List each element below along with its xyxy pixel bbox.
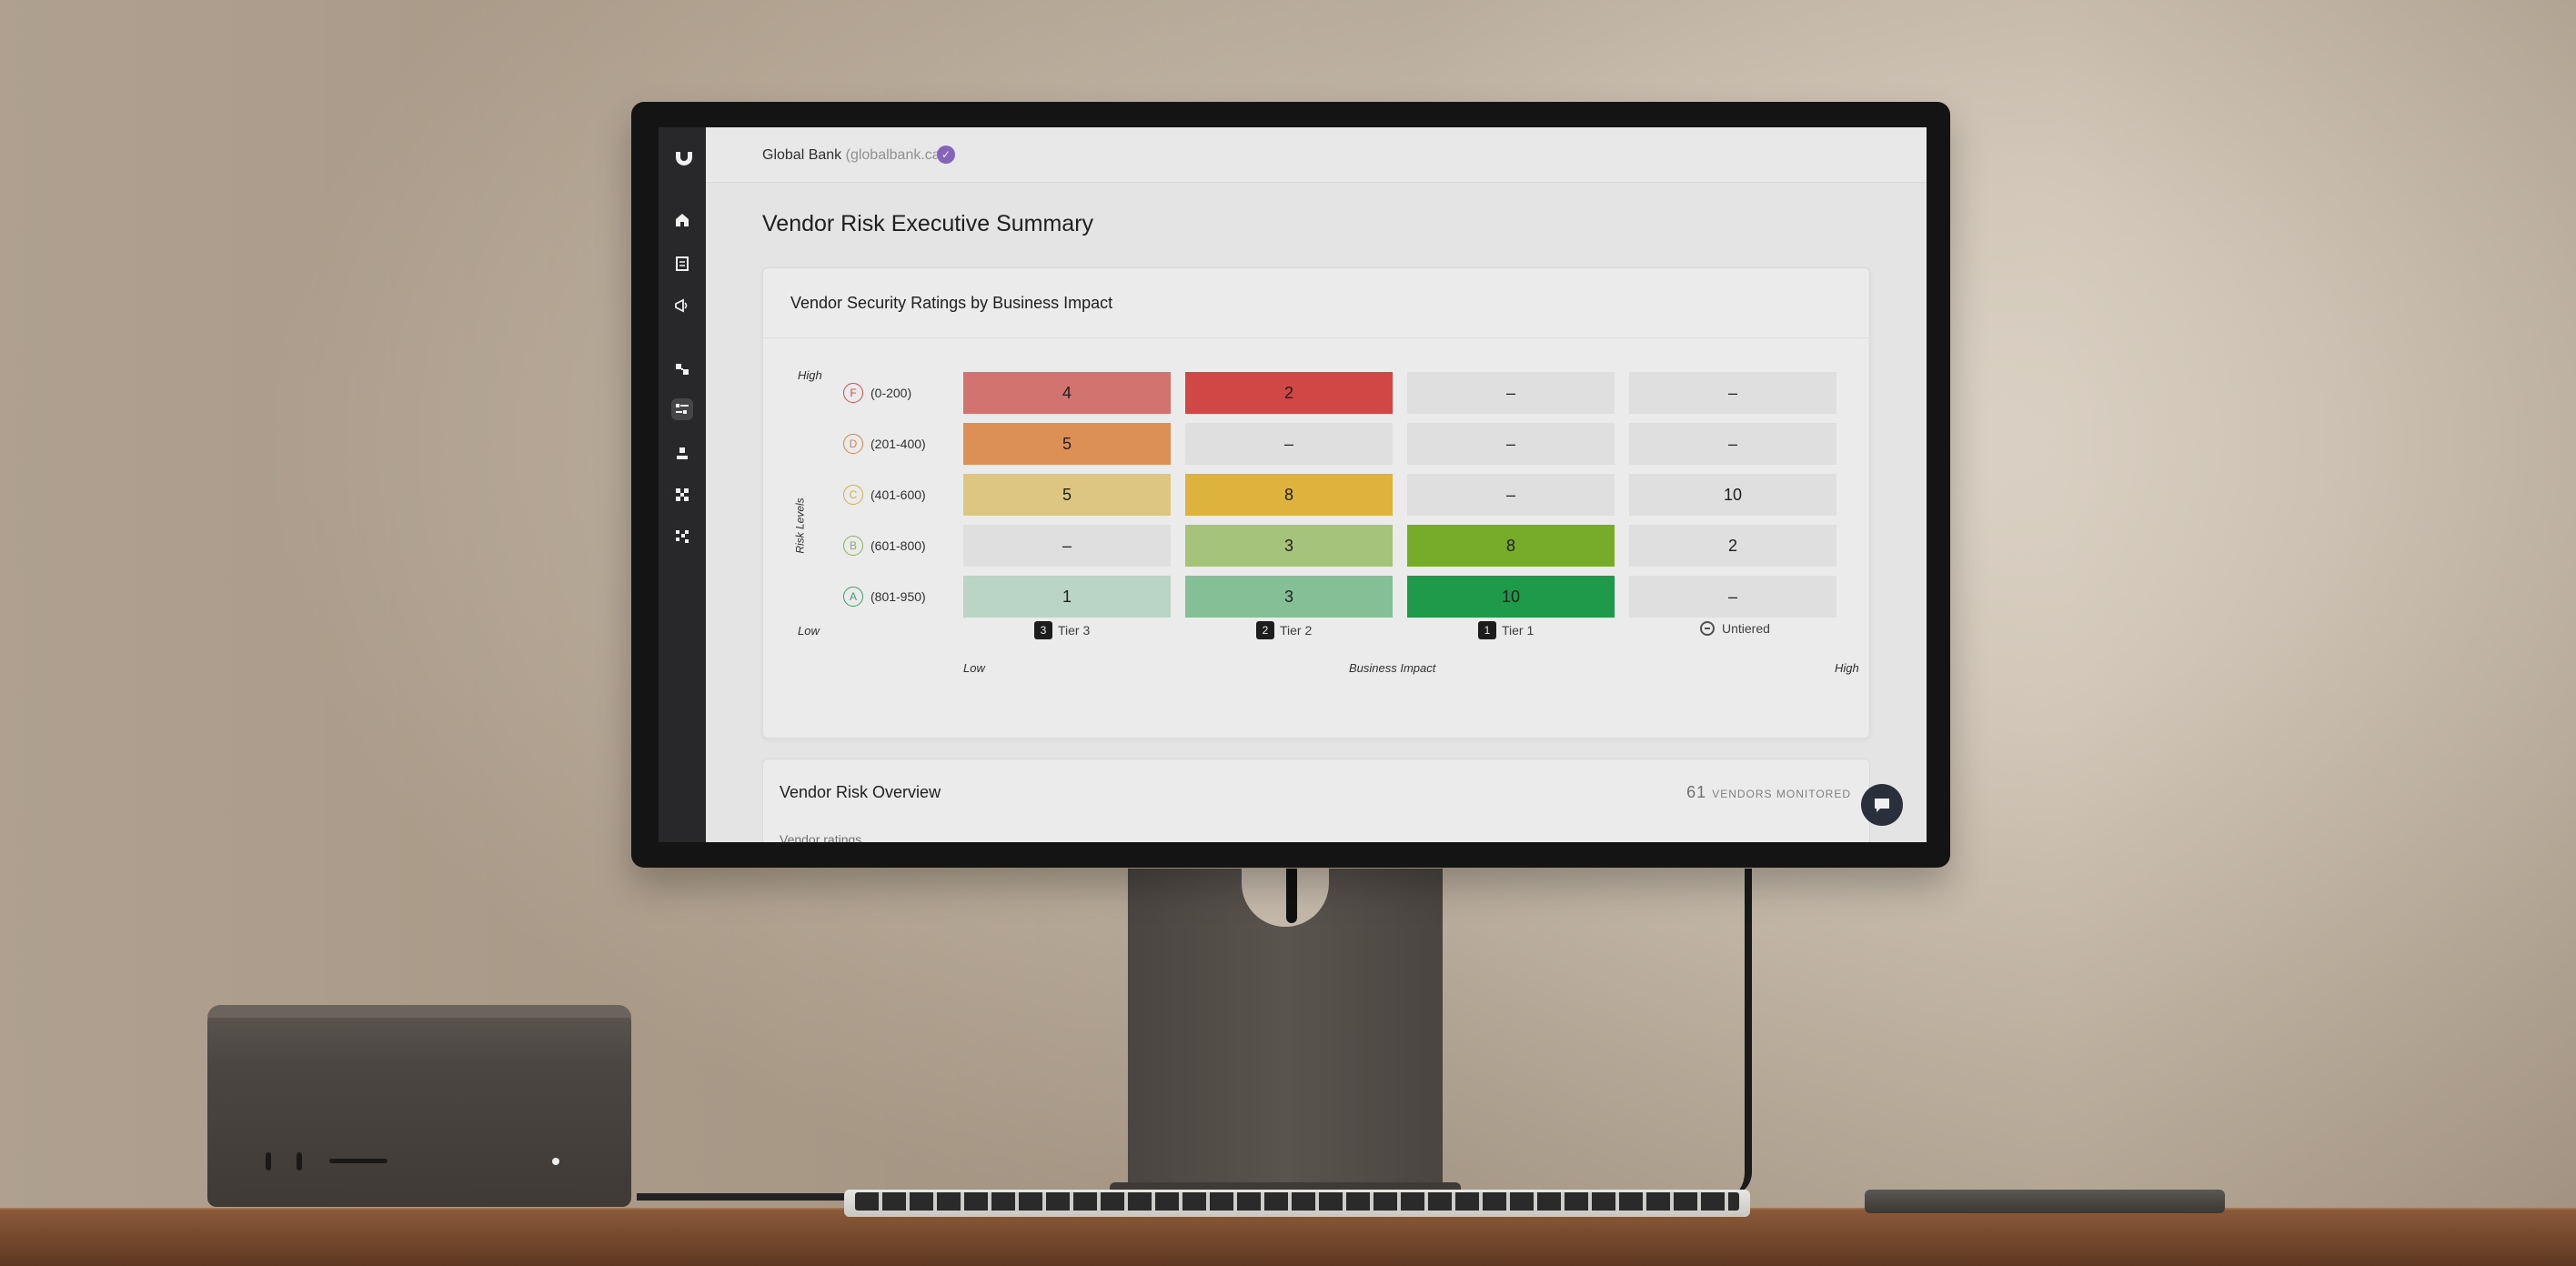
heatmap-cell[interactable]: 2: [1185, 372, 1393, 414]
app-logo-icon[interactable]: [673, 146, 695, 167]
keyboard-keys: [855, 1192, 1739, 1211]
trackpad: [1865, 1190, 2225, 1213]
grade-badge: A: [843, 587, 863, 607]
heatmap-cell[interactable]: –: [1407, 372, 1615, 414]
heatmap-cell[interactable]: –: [1185, 423, 1393, 465]
tier-label: Untiered: [1700, 621, 1770, 636]
vendors-icon[interactable]: [671, 358, 693, 380]
heatmap-cell[interactable]: 3: [1185, 525, 1393, 567]
grid-icon[interactable]: [671, 526, 693, 548]
grade-range: (201-400): [870, 437, 926, 451]
security-ratings-card: Vendor Security Ratings by Business Impa…: [762, 267, 1870, 738]
rating-c: C (401-600): [843, 483, 926, 507]
cable: [1286, 869, 1297, 923]
heatmap-cell[interactable]: –: [1407, 474, 1615, 516]
chat-icon: [1875, 799, 1889, 812]
chat-button[interactable]: [1861, 784, 1903, 826]
heatmap-cell[interactable]: –: [963, 525, 1171, 567]
org-domain: (globalbank.ca): [845, 147, 946, 163]
grade-badge: F: [843, 383, 863, 403]
tier-name: Tier 2: [1280, 623, 1313, 638]
heatmap-cell[interactable]: 10: [1629, 474, 1836, 516]
tier-badge: 3: [1034, 621, 1052, 639]
verified-icon: ✓: [937, 146, 955, 164]
tier-label: 3 Tier 3: [1034, 621, 1090, 639]
y-axis-label: Risk Levels: [793, 497, 807, 554]
sd-slot: [329, 1159, 387, 1163]
grade-range: (601-800): [870, 538, 926, 553]
y-axis-high: High: [798, 368, 822, 382]
power-light: [552, 1158, 559, 1165]
heatmap-cell[interactable]: 8: [1407, 525, 1615, 567]
heatmap-cell[interactable]: 5: [963, 474, 1171, 516]
heatmap-cell[interactable]: –: [1629, 576, 1836, 618]
heatmap-cell[interactable]: 5: [963, 423, 1171, 465]
heatmap-cell[interactable]: 1: [963, 576, 1171, 618]
heatmap-cell[interactable]: 4: [963, 372, 1171, 414]
tier-badge: 2: [1256, 621, 1274, 639]
sidebar: [659, 127, 706, 842]
heatmap-cell[interactable]: 3: [1185, 576, 1393, 618]
x-axis-label: Business Impact: [1349, 661, 1436, 675]
mac-studio: [207, 1005, 631, 1207]
tier-label: 2 Tier 2: [1256, 621, 1312, 639]
heatmap-cell[interactable]: –: [1629, 423, 1836, 465]
grade-badge: D: [843, 434, 863, 454]
heatmap-cell[interactable]: –: [1629, 372, 1836, 414]
tier-badge: 1: [1478, 621, 1496, 639]
vendors-monitored: 61 VENDORS MONITORED: [1686, 783, 1851, 802]
grade-badge: C: [843, 485, 863, 505]
user-icon[interactable]: [671, 442, 693, 464]
usb-port-2: [297, 1152, 302, 1171]
page-title: Vendor Risk Executive Summary: [762, 211, 1094, 236]
org-name: Global Bank: [762, 147, 842, 163]
x-axis-low: Low: [963, 661, 985, 675]
rating-b: B (601-800): [843, 534, 926, 558]
card-header: Vendor Security Ratings by Business Impa…: [763, 268, 1869, 338]
home-icon[interactable]: [671, 209, 693, 231]
x-axis-high: High: [1835, 661, 1859, 675]
rating-d: D (201-400): [843, 432, 926, 456]
vendors-count-label: VENDORS MONITORED: [1712, 788, 1851, 800]
org-selector[interactable]: Global Bank (globalbank.ca): [762, 147, 945, 164]
vendor-risk-overview-card: Vendor Risk Overview 61 VENDORS MONITORED…: [762, 759, 1870, 842]
tier-name: Tier 3: [1058, 623, 1091, 638]
heatmap-cell[interactable]: 8: [1185, 474, 1393, 516]
mac-studio-top: [207, 1005, 631, 1018]
grade-range: (401-600): [870, 487, 926, 502]
heatmap-cell[interactable]: 10: [1407, 576, 1615, 618]
tier-name: Untiered: [1722, 621, 1770, 636]
app-screen: Global Bank (globalbank.ca) ✓ Vendor Ris…: [659, 127, 1927, 842]
untiered-icon: [1700, 621, 1715, 636]
grade-badge: B: [843, 536, 863, 556]
rating-a: A (801-950): [843, 585, 926, 608]
tier-label: 1 Tier 1: [1478, 621, 1534, 639]
grade-range: (0-200): [870, 386, 912, 400]
heatmap-cell[interactable]: 2: [1629, 525, 1836, 567]
top-bar: Global Bank (globalbank.ca) ✓: [706, 127, 1927, 183]
vendor-ratings-label: Vendor ratings: [780, 832, 862, 842]
y-axis-low: Low: [798, 624, 820, 638]
card-title: Vendor Risk Overview: [780, 783, 941, 801]
heatmap-cell[interactable]: –: [1407, 423, 1615, 465]
risk-settings-icon[interactable]: [671, 398, 693, 420]
vendors-count: 61: [1686, 783, 1707, 801]
power-cable: [1728, 869, 1752, 1196]
tier-name: Tier 1: [1502, 623, 1535, 638]
rating-f: F (0-200): [843, 381, 911, 405]
grade-range: (801-950): [870, 589, 926, 604]
document-icon[interactable]: [671, 253, 693, 275]
usb-port-1: [266, 1152, 271, 1171]
network-icon[interactable]: [671, 484, 693, 506]
megaphone-icon[interactable]: [671, 295, 693, 316]
card-title: Vendor Security Ratings by Business Impa…: [790, 294, 1113, 312]
desk: [0, 1210, 2576, 1266]
